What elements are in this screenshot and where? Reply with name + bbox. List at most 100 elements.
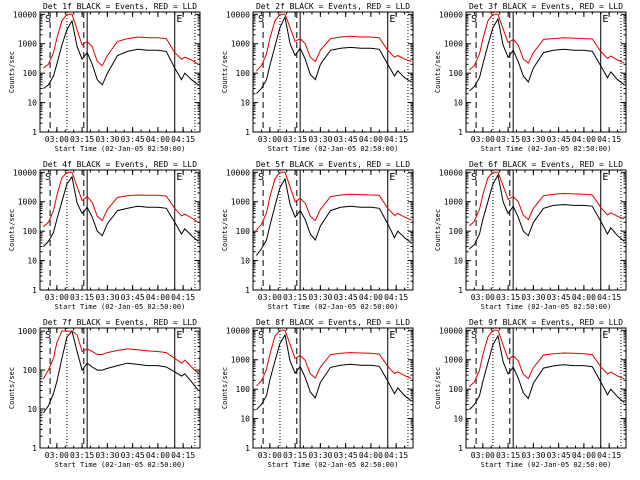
marker-label-s: S bbox=[45, 14, 51, 25]
x-tick-label: 03:30 bbox=[95, 293, 119, 302]
x-tick-label: 03:30 bbox=[521, 451, 545, 460]
y-tick-label: 10 bbox=[240, 257, 250, 266]
y-tick-label: 100 bbox=[449, 69, 464, 78]
x-tick-label: 03:45 bbox=[547, 451, 571, 460]
series-events bbox=[43, 19, 199, 89]
y-tick-label: 10 bbox=[240, 415, 250, 424]
x-tick-label: 03:45 bbox=[334, 451, 358, 460]
y-tick-label: 10 bbox=[27, 257, 37, 266]
y-tick-label: 10 bbox=[453, 415, 463, 424]
panel-title: Det 3f BLACK = Events, RED = LLD bbox=[469, 2, 623, 11]
y-tick-label: 10000 bbox=[226, 168, 250, 177]
panel-title: Det 4f BLACK = Events, RED = LLD bbox=[43, 160, 197, 169]
x-axis-label: Start Time (02-Jan-05 02:50:00) bbox=[481, 145, 612, 153]
plot-frame bbox=[252, 169, 414, 291]
marker-label-e: E bbox=[176, 14, 182, 25]
panel-title: Det 7f BLACK = Events, RED = LLD bbox=[43, 318, 197, 327]
y-tick-label: 100 bbox=[449, 385, 464, 394]
y-axis-label: Counts/sec bbox=[434, 367, 442, 409]
x-tick-label: 03:30 bbox=[95, 451, 119, 460]
panel-4: Det 4f BLACK = Events, RED = LLD S E 1 10 100… bbox=[8, 160, 201, 311]
series-events bbox=[256, 333, 412, 411]
x-tick-label: 03:45 bbox=[121, 135, 145, 144]
panel-title: Det 9f BLACK = Events, RED = LLD bbox=[469, 318, 623, 327]
series-lld bbox=[469, 171, 625, 227]
y-tick-label: 10000 bbox=[226, 10, 250, 19]
y-axis-label: Counts/sec bbox=[434, 51, 442, 93]
x-tick-label: 03:15 bbox=[70, 293, 94, 302]
y-tick-label: 100 bbox=[236, 227, 251, 236]
x-tick-label: 04:15 bbox=[597, 451, 621, 460]
x-tick-label: 03:45 bbox=[334, 293, 358, 302]
x-axis-label: Start Time (02-Jan-05 02:50:00) bbox=[268, 303, 399, 311]
marker-label-e: E bbox=[602, 172, 608, 183]
x-tick-label: 04:15 bbox=[384, 293, 408, 302]
y-axis-label: Counts/sec bbox=[8, 51, 16, 93]
y-tick-label: 1 bbox=[245, 128, 250, 137]
x-tick-label: 03:30 bbox=[521, 135, 545, 144]
y-tick-label: 1000 bbox=[231, 356, 250, 365]
y-axis-label: Counts/sec bbox=[221, 51, 229, 93]
plot-frame bbox=[39, 327, 201, 449]
marker-label-s: S bbox=[258, 172, 264, 183]
plot-frame bbox=[39, 169, 201, 291]
marker-label-s: S bbox=[471, 14, 477, 25]
y-tick-label: 1000 bbox=[444, 198, 463, 207]
plot-frame bbox=[465, 11, 627, 133]
x-tick-label: 04:15 bbox=[171, 293, 195, 302]
series-events bbox=[42, 330, 199, 414]
x-tick-label: 03:30 bbox=[308, 293, 332, 302]
x-axis-label: Start Time (02-Jan-05 02:50:00) bbox=[268, 461, 399, 469]
y-tick-label: 1 bbox=[245, 286, 250, 295]
panel-2: Det 2f BLACK = Events, RED = LLD S E 1 10 100… bbox=[221, 2, 414, 153]
x-tick-label: 03:15 bbox=[496, 451, 520, 460]
x-tick-label: 04:15 bbox=[384, 135, 408, 144]
marker-label-e: E bbox=[602, 14, 608, 25]
panel-title: Det 8f BLACK = Events, RED = LLD bbox=[256, 318, 410, 327]
marker-label-e: E bbox=[602, 330, 608, 341]
y-tick-label: 10 bbox=[453, 257, 463, 266]
x-tick-label: 04:00 bbox=[359, 293, 383, 302]
x-tick-label: 04:00 bbox=[146, 135, 170, 144]
y-tick-label: 1000 bbox=[231, 198, 250, 207]
x-tick-label: 03:15 bbox=[283, 451, 307, 460]
series-events bbox=[256, 15, 412, 95]
y-tick-label: 10000 bbox=[439, 326, 463, 335]
x-tick-label: 03:00 bbox=[258, 293, 282, 302]
marker-label-s: S bbox=[45, 172, 51, 183]
y-tick-label: 10000 bbox=[13, 168, 37, 177]
y-tick-label: 10000 bbox=[13, 10, 37, 19]
panel-1: Det 1f BLACK = Events, RED = LLD S E 1 10 100… bbox=[8, 2, 201, 153]
x-tick-label: 03:00 bbox=[471, 135, 495, 144]
panel-title: Det 1f BLACK = Events, RED = LLD bbox=[43, 2, 197, 11]
x-tick-label: 04:00 bbox=[572, 451, 596, 460]
series-lld bbox=[256, 171, 412, 231]
x-tick-label: 03:00 bbox=[45, 293, 69, 302]
panel-7: Det 7f BLACK = Events, RED = LLD S E 1 10 100… bbox=[8, 318, 201, 469]
x-tick-label: 03:00 bbox=[258, 135, 282, 144]
y-tick-label: 1 bbox=[32, 128, 37, 137]
x-tick-label: 03:45 bbox=[121, 293, 145, 302]
marker-label-s: S bbox=[258, 330, 264, 341]
plot-frame bbox=[252, 327, 414, 449]
y-tick-label: 1 bbox=[245, 444, 250, 453]
x-tick-label: 04:00 bbox=[359, 451, 383, 460]
x-tick-label: 03:30 bbox=[308, 135, 332, 144]
y-tick-label: 10000 bbox=[226, 326, 250, 335]
y-tick-label: 100 bbox=[449, 227, 464, 236]
series-events bbox=[469, 173, 625, 250]
series-events bbox=[43, 175, 199, 247]
x-axis-label: Start Time (02-Jan-05 02:50:00) bbox=[481, 303, 612, 311]
y-tick-label: 1000 bbox=[444, 40, 463, 49]
x-tick-label: 04:15 bbox=[171, 135, 195, 144]
y-tick-label: 100 bbox=[23, 227, 38, 236]
x-tick-label: 03:00 bbox=[471, 293, 495, 302]
panel-8: Det 8f BLACK = Events, RED = LLD S E 1 10 100… bbox=[221, 318, 414, 469]
x-axis-label: Start Time (02-Jan-05 02:50:00) bbox=[55, 303, 186, 311]
marker-label-s: S bbox=[471, 330, 477, 341]
marker-label-e: E bbox=[389, 14, 395, 25]
marker-label-s: S bbox=[45, 330, 51, 341]
panel-5: Det 5f BLACK = Events, RED = LLD S E 1 10 100… bbox=[221, 160, 414, 311]
series-lld bbox=[256, 13, 412, 72]
series-events bbox=[256, 177, 412, 256]
